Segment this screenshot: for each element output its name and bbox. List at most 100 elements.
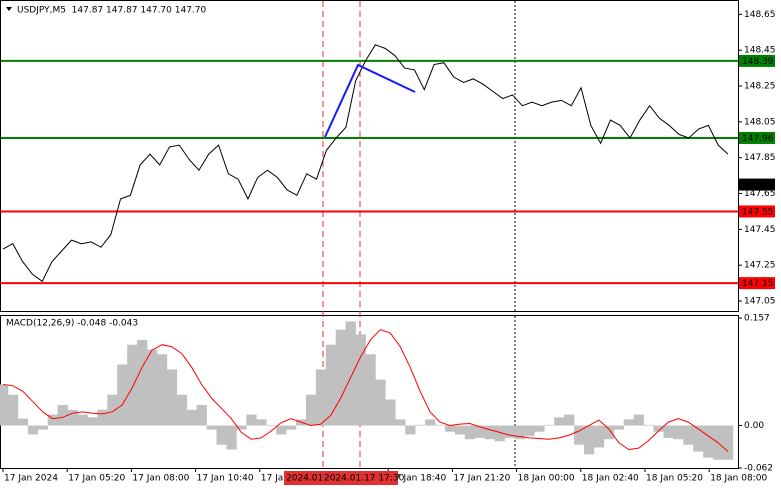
- histogram-bar: [246, 414, 257, 426]
- histogram-bar: [474, 425, 485, 438]
- histogram-bar: [206, 425, 217, 430]
- last-price-label: 147.70: [742, 181, 774, 191]
- level-label: 147.55: [742, 207, 774, 217]
- histogram-bar: [484, 425, 495, 440]
- y-tick-label: 147.05: [744, 297, 776, 307]
- histogram-bar: [593, 425, 605, 448]
- histogram-bar: [385, 399, 396, 426]
- histogram-bar: [315, 369, 327, 426]
- highlight-label: 2024.01.17 17:30: [324, 474, 405, 484]
- histogram-bar: [166, 369, 178, 426]
- y-tick-label: -0.062: [744, 464, 773, 474]
- highlight-box: [284, 471, 322, 485]
- histogram-bar: [464, 425, 476, 440]
- histogram-bar: [425, 419, 436, 426]
- histogram-bar: [127, 344, 138, 426]
- y-tick-label: 0.157: [744, 314, 770, 324]
- histogram-bar: [216, 425, 227, 445]
- histogram-bar: [256, 419, 267, 426]
- x-tick-label: 17 Jan 18:40: [389, 474, 446, 484]
- signal-line: [2, 329, 729, 452]
- histogram-bar: [236, 425, 247, 430]
- histogram-bar: [286, 425, 297, 430]
- histogram-bar: [186, 409, 197, 426]
- histogram-bar: [97, 409, 108, 426]
- histogram-bar: [653, 425, 664, 432]
- price-line: [2, 44, 729, 283]
- histogram-bar: [444, 425, 456, 432]
- histogram-bar: [663, 425, 674, 438]
- highlight-box: [322, 471, 398, 485]
- y-tick-label: 148.25: [744, 82, 776, 92]
- level-box: [739, 131, 775, 144]
- menu-arrow: [6, 7, 12, 11]
- histogram-bar: [27, 425, 39, 435]
- histogram-bar: [147, 349, 158, 426]
- histogram-bar: [17, 418, 29, 426]
- histogram-bar: [524, 425, 535, 436]
- y-tick-label: 148.65: [744, 10, 776, 20]
- y-tick-label: 0.00: [744, 421, 764, 431]
- histogram-bar: [693, 425, 704, 452]
- histogram-bar: [504, 425, 515, 438]
- x-tick-label: 17 Jan 21:20: [453, 474, 510, 484]
- histogram-bar: [345, 321, 356, 426]
- histogram-bar: [57, 404, 68, 426]
- histogram-bar: [405, 425, 416, 435]
- price-panel: [0, 0, 739, 312]
- histogram-bar: [365, 354, 376, 426]
- histogram-bar: [583, 425, 595, 455]
- highlight-label: 2024.01: [286, 474, 323, 484]
- histogram-bar: [435, 424, 446, 426]
- histogram-bar: [673, 425, 684, 440]
- histogram-bar: [67, 409, 78, 426]
- x-tick-label: 17 Jan 08:00: [132, 474, 189, 484]
- level-box: [739, 277, 775, 290]
- y-tick-label: 147.65: [744, 189, 776, 199]
- histogram-bar: [554, 417, 565, 426]
- histogram-bar: [613, 425, 625, 430]
- x-tick-label: 18 Jan 05:20: [646, 474, 703, 484]
- y-tick-label: 147.85: [744, 153, 776, 163]
- histogram-bar: [415, 424, 426, 426]
- histogram-bar: [633, 414, 644, 426]
- histogram-bar: [494, 425, 505, 442]
- histogram-bar: [37, 425, 48, 430]
- histogram-bar: [683, 425, 694, 445]
- histogram-bar: [703, 425, 714, 458]
- level-box: [739, 205, 775, 218]
- level-label: 147.15: [742, 279, 774, 289]
- histogram-bar: [574, 425, 585, 445]
- y-tick-label: 147.45: [744, 225, 776, 235]
- last-price-box: [739, 178, 775, 191]
- x-tick-label: 17 Jan 2024: [4, 474, 58, 484]
- histogram-bar: [534, 425, 545, 432]
- histogram-bar: [266, 424, 277, 426]
- histogram-bar: [623, 419, 634, 426]
- histogram-bar: [117, 364, 128, 426]
- trend-line: [324, 63, 416, 138]
- histogram-bar: [176, 394, 188, 426]
- histogram-bar: [276, 425, 287, 435]
- histogram-bar: [375, 379, 386, 426]
- x-tick-label: 18 Jan 02:40: [582, 474, 639, 484]
- histogram-bar: [395, 419, 406, 426]
- histogram-bar: [544, 424, 555, 426]
- level-label: 148.39: [742, 57, 774, 67]
- histogram-bar: [47, 414, 58, 426]
- x-tick-label: 17 Jan 10:40: [197, 474, 254, 484]
- x-tick-label: 17 Jan 05:20: [68, 474, 125, 484]
- histogram-bar: [7, 394, 19, 426]
- level-label: 147.96: [742, 134, 774, 144]
- histogram-bar: [107, 394, 118, 426]
- y-tick-label: 148.45: [744, 46, 776, 56]
- histogram-bar: [355, 334, 366, 426]
- x-tick-label: 18 Jan 00:00: [518, 474, 575, 484]
- histogram-bar: [514, 425, 525, 440]
- histogram-bar: [643, 424, 654, 426]
- histogram-bar: [226, 425, 237, 450]
- y-tick-label: 147.25: [744, 261, 776, 271]
- macd-title: MACD(12,26,9) -0.048 -0.043: [6, 319, 138, 329]
- chart-title: USDJPY,M5 147.87 147.87 147.70 147.70: [17, 6, 207, 16]
